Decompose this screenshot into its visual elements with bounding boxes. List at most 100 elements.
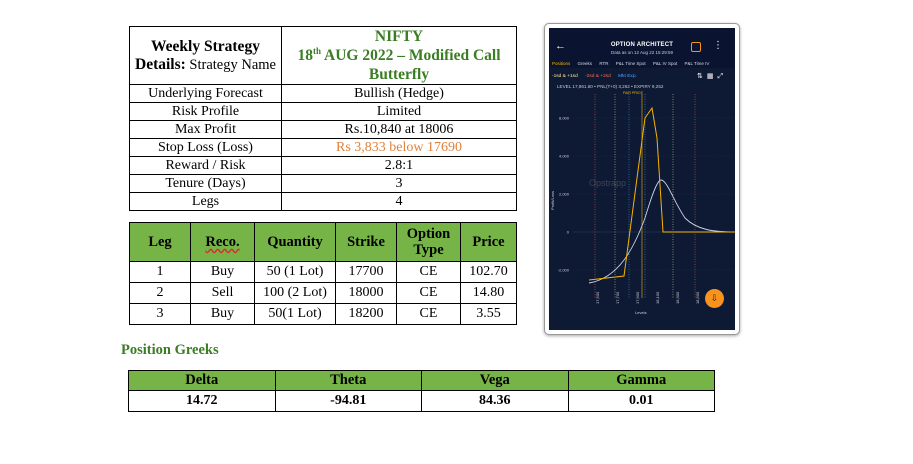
strategy-name-rest: AUG 2022 – Modified Call Butterfly xyxy=(324,47,501,83)
x-tick-label: 17,700 xyxy=(615,291,620,304)
x-axis-ticks: 17,500 17,700 17,900 18,100 18,300 18,500 xyxy=(595,291,700,304)
expiry-payoff-line xyxy=(588,106,735,281)
greeks-header-row: Delta Theta Vega Gamma xyxy=(128,370,715,391)
table-row: 3 Buy 50(1 Lot) 18200 CE 3.55 xyxy=(129,303,517,325)
quantity-cell: 50(1 Lot) xyxy=(254,303,336,325)
price-cell: 14.80 xyxy=(460,282,517,304)
chart-gridlines xyxy=(573,117,735,271)
leg-cell: 2 xyxy=(129,282,191,304)
details-row: Risk Profile Limited xyxy=(129,102,517,121)
legs-header-reco: Reco. xyxy=(190,222,255,262)
details-header-row: Weekly Strategy Details: Strategy Name N… xyxy=(129,26,517,85)
details-header-key-bold: Weekly Strategy Details: xyxy=(135,37,260,73)
strategy-details-table: Weekly Strategy Details: Strategy Name N… xyxy=(129,26,517,211)
details-header-value: NIFTY 18th AUG 2022 – Modified Call Butt… xyxy=(281,26,517,85)
save-icon[interactable] xyxy=(691,42,701,52)
x-tick-label: 18,100 xyxy=(655,291,660,304)
table-row: 2 Sell 100 (2 Lot) 18000 CE 14.80 xyxy=(129,282,517,304)
strategy-name: 18th AUG 2022 – Modified Call Butterfly xyxy=(282,46,516,84)
legend-mkt-exp[interactable]: Mkt Exp. xyxy=(618,74,637,79)
more-options-icon[interactable]: ⋮ xyxy=(713,40,724,51)
phone-screenshot: ← OPTION ARCHITECT Data as on 12 Aug 22 … xyxy=(544,23,740,335)
x-tick-label: 17,900 xyxy=(635,291,640,304)
tab-pl-time-spot[interactable]: P&L Time Spot xyxy=(615,61,646,66)
details-key: Reward / Risk xyxy=(129,156,282,175)
details-row: Legs 4 xyxy=(129,192,517,211)
tab-pl-time-iv[interactable]: P&L Time IV xyxy=(684,61,710,66)
reco-cell: Buy xyxy=(190,303,255,325)
tab-greeks[interactable]: Greeks xyxy=(577,61,593,66)
tab-rtr[interactable]: RTR xyxy=(599,61,609,66)
levels-readout: LEVEL 17,961.60 • PNL(T+0) 3,262 • EXPIR… xyxy=(557,84,664,89)
legs-header-reco-text: Reco. xyxy=(205,234,240,250)
legs-header-leg: Leg xyxy=(129,222,191,262)
y-tick-label: -2,000 xyxy=(558,268,570,273)
app-title: OPTION ARCHITECT xyxy=(610,42,674,48)
details-row: Reward / Risk 2.8:1 xyxy=(129,156,517,175)
legs-table: Leg Reco. Quantity Strike Option Type Pr… xyxy=(129,222,517,325)
x-tick-label: 17,500 xyxy=(595,291,600,304)
details-key: Tenure (Days) xyxy=(129,174,282,193)
y-tick-label: 4,000 xyxy=(559,154,570,159)
details-key: Legs xyxy=(129,192,282,211)
y-tick-label: 8,000 xyxy=(559,116,570,121)
reco-cell: Sell xyxy=(190,282,255,304)
details-row: Stop Loss (Loss) Rs 3,833 below 17690 xyxy=(129,138,517,157)
x-tick-label: 18,300 xyxy=(675,291,680,304)
legs-header-price: Price xyxy=(460,222,517,262)
details-header-key: Weekly Strategy Details: Strategy Name xyxy=(129,26,282,85)
gamma-value: 0.01 xyxy=(567,390,715,412)
strike-cell: 18200 xyxy=(335,303,397,325)
table-row: 1 Buy 50 (1 Lot) 17700 CE 102.70 xyxy=(129,261,517,283)
payoff-chart: 8,000 4,000 2,000 0 -2,000 17,500 17,700 17,90… xyxy=(558,94,735,304)
details-header-key-rest: Strategy Name xyxy=(189,56,276,73)
strike-cell: 17700 xyxy=(335,261,397,283)
details-value: 4 xyxy=(281,192,517,211)
back-arrow-icon[interactable]: ← xyxy=(555,40,566,52)
tab-positions[interactable]: Positions xyxy=(552,61,571,66)
y-axis-label: Profit/Loss xyxy=(549,191,555,210)
legs-header-quantity: Quantity xyxy=(254,222,336,262)
chart-tool-icons[interactable]: ⇅▦⤢ xyxy=(697,73,728,80)
x-axis-label: Levels xyxy=(635,310,647,315)
details-value: Rs.10,840 at 18006 xyxy=(281,120,517,139)
leg-cell: 1 xyxy=(129,261,191,283)
price-cell: 3.55 xyxy=(460,303,517,325)
strike-cell: 18000 xyxy=(335,282,397,304)
details-row: Tenure (Days) 3 xyxy=(129,174,517,193)
delta-value: 14.72 xyxy=(128,390,276,412)
legend-1sd[interactable]: -1sd & +1sd xyxy=(552,74,578,79)
y-axis-ticks: 8,000 4,000 2,000 0 -2,000 xyxy=(558,116,570,273)
greeks-header-theta: Theta xyxy=(274,370,422,391)
details-key: Max Profit xyxy=(129,120,282,139)
details-key: Stop Loss (Loss) xyxy=(129,138,282,157)
download-fab-icon[interactable]: ⇩ xyxy=(705,289,724,308)
reco-cell: Buy xyxy=(190,261,255,283)
tab-pl-iv-spot[interactable]: P&L IV Spot xyxy=(652,61,678,66)
details-value: Bullish (Hedge) xyxy=(281,84,517,103)
vega-value: 84.36 xyxy=(421,390,569,412)
y-tick-label: 0 xyxy=(567,230,570,235)
t0-payoff-line xyxy=(588,179,735,284)
strategy-day: 18 xyxy=(297,47,313,64)
details-row: Max Profit Rs.10,840 at 18006 xyxy=(129,120,517,139)
option-type-cell: CE xyxy=(396,303,461,325)
greeks-header-vega: Vega xyxy=(421,370,569,391)
chart-legend: -1sd & +1sd -2sd & +2sd Mkt Exp. xyxy=(552,74,637,79)
details-key: Underlying Forecast xyxy=(129,84,282,103)
quantity-cell: 50 (1 Lot) xyxy=(254,261,336,283)
option-type-cell: CE xyxy=(396,261,461,283)
tab-bar: Positions Greeks RTR P&L Time Spot P&L I… xyxy=(552,61,715,66)
strategy-index-name: NIFTY xyxy=(374,28,424,45)
legend-2sd[interactable]: -2sd & +2sd xyxy=(585,74,611,79)
details-value: 2.8:1 xyxy=(281,156,517,175)
details-value: 3 xyxy=(281,174,517,193)
quantity-cell: 100 (2 Lot) xyxy=(254,282,336,304)
legs-header-option-type: Option Type xyxy=(396,222,461,262)
fair-price-label: FAIR PRICE xyxy=(623,91,643,95)
greeks-header-gamma: Gamma xyxy=(567,370,715,391)
details-value: Limited xyxy=(281,102,517,121)
sd-lines xyxy=(594,94,696,298)
leg-cell: 3 xyxy=(129,303,191,325)
x-tick-label: 18,500 xyxy=(695,291,700,304)
